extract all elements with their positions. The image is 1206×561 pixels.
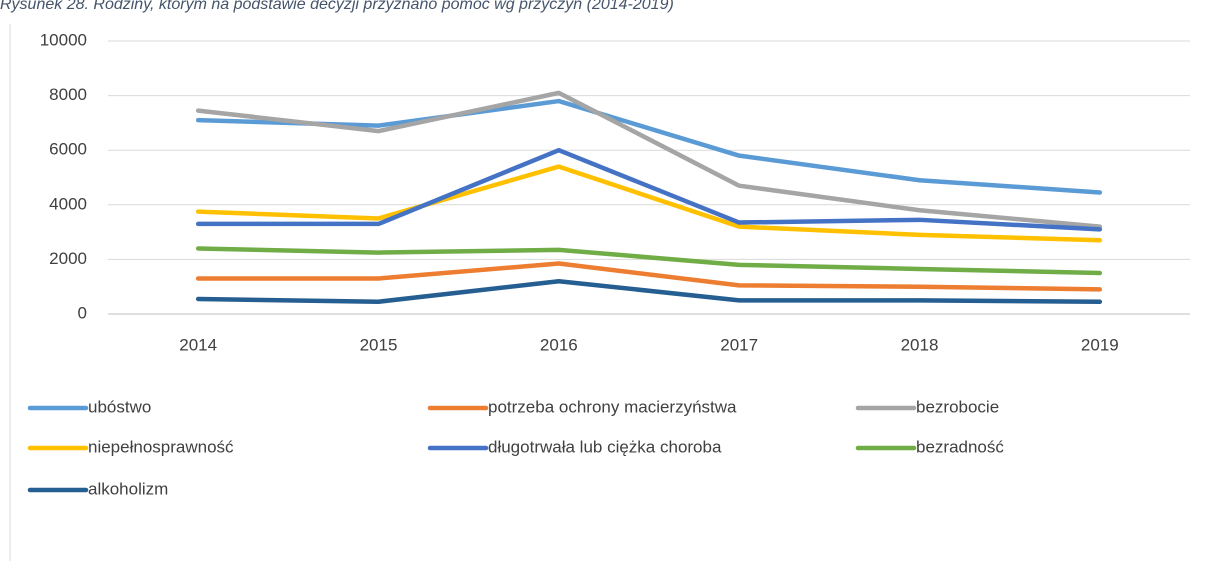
x-tick-label: 2014 xyxy=(179,335,217,354)
y-tick-label: 0 xyxy=(78,303,87,322)
legend-label: bezradność xyxy=(916,437,1004,456)
legend-label: alkoholizm xyxy=(88,479,168,498)
legend-label: potrzeba ochrony macierzyństwa xyxy=(488,397,737,416)
y-tick-label: 4000 xyxy=(49,194,87,213)
series-line xyxy=(195,261,1103,292)
legend-label: bezrobocie xyxy=(916,397,999,416)
y-tick-label: 8000 xyxy=(49,85,87,104)
y-tick-label: 6000 xyxy=(49,140,87,159)
x-tick-label: 2016 xyxy=(540,335,578,354)
series-line xyxy=(195,90,1103,229)
series-line xyxy=(195,164,1103,243)
series-line xyxy=(195,246,1103,276)
x-tick-label: 2019 xyxy=(1081,335,1119,354)
legend-label: niepełnosprawność xyxy=(88,437,234,456)
y-tick-label: 10000 xyxy=(40,30,87,49)
series-line xyxy=(195,278,1103,304)
legend-label: ubóstwo xyxy=(88,397,151,416)
legend-label: długotrwała lub ciężka choroba xyxy=(488,437,722,456)
y-tick-label: 2000 xyxy=(49,249,87,268)
x-tick-label: 2017 xyxy=(720,335,758,354)
x-tick-label: 2018 xyxy=(901,335,939,354)
chart-title: Rysunek 28. Rodziny, którym na podstawie… xyxy=(0,0,674,13)
x-tick-label: 2015 xyxy=(360,335,398,354)
series-line xyxy=(195,98,1103,195)
series-line xyxy=(195,147,1103,232)
